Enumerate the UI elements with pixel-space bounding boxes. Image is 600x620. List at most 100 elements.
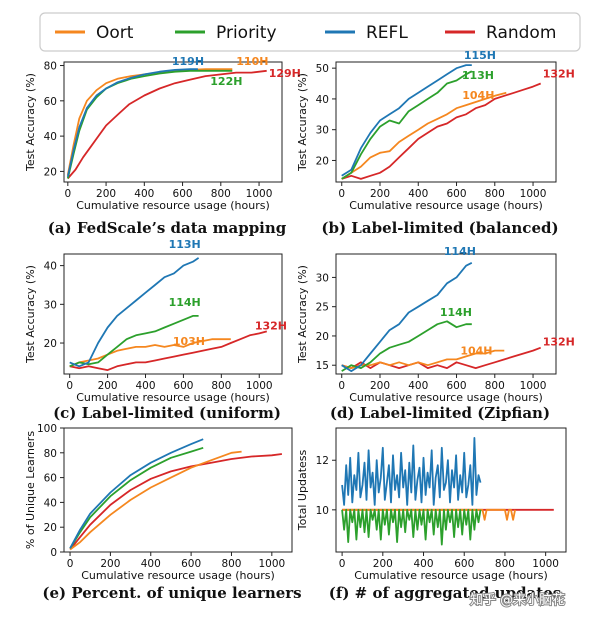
legend-label-random: Random	[486, 23, 556, 43]
x-tick-label: 800	[485, 188, 505, 200]
x-tick-label: 1000	[246, 380, 273, 392]
x-tick-label: 200	[100, 558, 120, 570]
end-label-random: 132H	[255, 319, 287, 332]
series-line-priority	[341, 508, 482, 546]
y-tick-label: 60	[44, 473, 57, 485]
y-tick-label: 15	[316, 360, 329, 372]
chart-c: 0 200 400 600 800 1000 20 30 40 Cumulative resour…	[24, 238, 287, 422]
chart-a: 0 200 400 600 800 1000 20 40 60 80 Cumulative reso…	[24, 55, 301, 237]
x-axis-label: Cumulative resource usage (hours)	[349, 391, 543, 404]
x-tick-label: 0	[64, 188, 71, 200]
chart-e: 0 200 400 600 800 1000 0 20 40 60 80 100 Cumulative …	[24, 423, 302, 602]
y-tick-label: 30	[316, 272, 329, 284]
x-tick-label: 200	[96, 188, 116, 200]
x-tick-label: 600	[181, 558, 201, 570]
y-tick-label: 20	[44, 166, 57, 178]
y-axis-label: Test Accuracy (%)	[24, 265, 37, 364]
panel-caption: (a) FedScale’s data mapping	[48, 219, 287, 237]
x-axis-label: Cumulative resource usage (hours)	[349, 199, 543, 212]
y-tick-label: 50	[316, 63, 329, 75]
x-tick-label: 800	[211, 380, 231, 392]
x-tick-label: 800	[485, 380, 505, 392]
y-axis-label: Test Accuracy (%)	[24, 73, 37, 172]
series-line-refl	[341, 261, 473, 372]
x-tick-label: 600	[446, 188, 466, 200]
y-tick-label: 40	[44, 131, 57, 143]
x-tick-label: 600	[446, 380, 466, 392]
plot-frame	[335, 61, 557, 183]
x-tick-label: 600	[454, 558, 474, 570]
series-line-random	[341, 346, 542, 369]
y-tick-label: 25	[316, 302, 329, 314]
x-tick-label: 400	[408, 188, 428, 200]
y-axis-label: Test Accuracy (%)	[296, 73, 309, 172]
series-group	[66, 68, 267, 180]
x-tick-label: 0	[339, 558, 346, 570]
legend-label-priority: Priority	[216, 23, 277, 43]
x-tick-label: 1000	[520, 380, 547, 392]
series-line-oort	[69, 450, 242, 551]
watermark: 知乎 @来小脑花	[470, 592, 565, 608]
y-axis-label: Test Accuracy (%)	[296, 265, 309, 364]
x-axis-label: Cumulative resource usage (hours)	[81, 569, 275, 582]
x-tick-label: 400	[141, 558, 161, 570]
series-line-refl	[66, 68, 198, 177]
series-line-random	[341, 82, 542, 180]
y-tick-label: 0	[50, 547, 57, 559]
x-axis-label: Cumulative resource usage (hours)	[354, 569, 548, 582]
x-axis-label: Cumulative resource usage (hours)	[76, 391, 270, 404]
end-label-refl: 114H	[444, 245, 476, 258]
x-tick-label: 400	[135, 380, 155, 392]
end-label-refl: 115H	[464, 49, 496, 62]
x-tick-label: 200	[373, 558, 393, 570]
panel-caption: (d) Label-limited (Zipfian)	[330, 404, 550, 422]
legend-label-oort: Oort	[96, 23, 134, 43]
x-tick-label: 400	[413, 558, 433, 570]
series-line-oort	[66, 68, 233, 176]
series-line-priority	[69, 315, 199, 368]
series-line-random	[69, 330, 268, 371]
series-group	[341, 64, 542, 180]
x-tick-label: 600	[173, 380, 193, 392]
series-line-random	[69, 453, 283, 551]
chart-b: 0 200 400 600 800 1000 20 30 40 50 Cumulative reso…	[296, 49, 575, 237]
y-tick-label: 60	[44, 96, 57, 108]
legend-label-refl: REFL	[366, 23, 408, 43]
x-tick-label: 200	[370, 188, 390, 200]
series-line-priority	[341, 320, 472, 372]
end-label-random: 132H	[543, 68, 575, 81]
series-line-random	[67, 69, 267, 180]
series-line-oort	[341, 349, 505, 369]
y-axis-label: % of Unique Learners	[24, 431, 37, 549]
end-label-oort: 104H	[462, 89, 494, 102]
x-tick-label: 1000	[532, 558, 559, 570]
y-tick-label: 100	[37, 423, 57, 435]
end-label-random: 132H	[543, 336, 575, 349]
y-tick-label: 40	[44, 261, 57, 273]
chart-d: 0 200 400 600 800 1000 15 20 25 30 Cumulative reso…	[296, 245, 575, 422]
series-group	[69, 438, 283, 551]
end-label-priority: 122H	[210, 75, 242, 88]
series-line-priority	[341, 70, 473, 180]
panel-caption: (c) Label-limited (uniform)	[53, 404, 281, 422]
y-tick-label: 80	[44, 61, 57, 73]
y-tick-label: 20	[44, 522, 57, 534]
series-group	[341, 437, 554, 546]
end-label-priority: 114H	[169, 296, 201, 309]
series-line-refl	[341, 64, 472, 177]
series-line-refl	[341, 437, 482, 506]
series-group	[69, 257, 268, 371]
end-label-oort: 104H	[460, 345, 492, 358]
panel-caption: (e) Percent. of unique learners	[42, 584, 301, 602]
series-line-refl	[69, 438, 204, 549]
panel-caption: (f) # of aggregated updates	[329, 584, 561, 602]
x-tick-label: 400	[408, 380, 428, 392]
x-axis-label: Cumulative resource usage (hours)	[76, 199, 270, 212]
x-tick-label: 800	[221, 558, 241, 570]
y-tick-label: 80	[44, 448, 57, 460]
x-tick-label: 800	[495, 558, 515, 570]
series-line-refl	[69, 257, 200, 368]
x-tick-label: 0	[67, 558, 74, 570]
end-label-priority: 114H	[440, 306, 472, 319]
